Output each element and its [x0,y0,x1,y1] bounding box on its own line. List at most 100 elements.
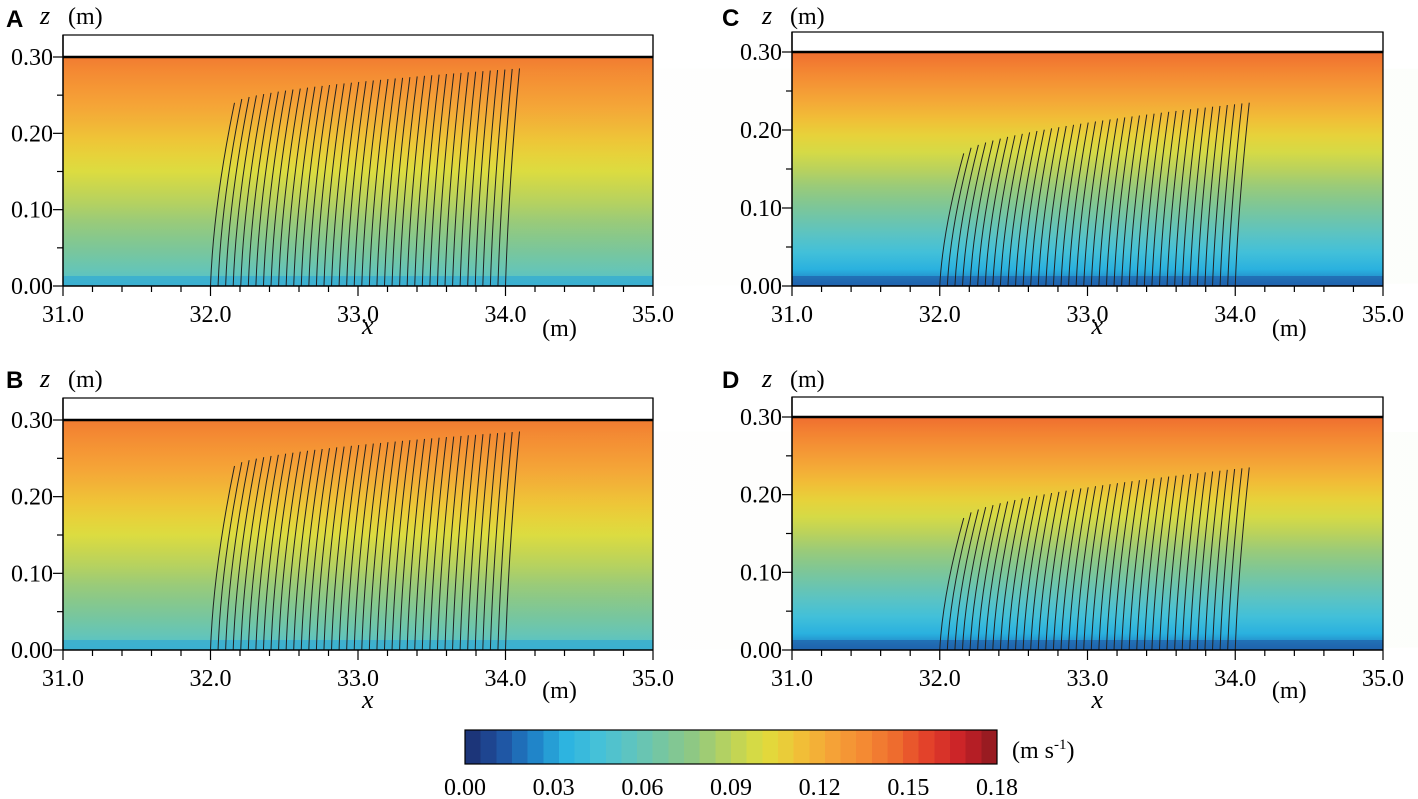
vegetation-stem [255,91,279,287]
vegetation-stem [969,504,994,651]
x-axis-label: x [361,311,374,340]
vegetation-stem [1090,119,1111,287]
colorbar-tick-label: 0.18 [976,775,1018,799]
vegetation-stem [247,455,272,651]
y-axis-unit: (m) [68,367,103,393]
colorbar-unit-close: ) [1067,738,1075,764]
vegetation-stem [1075,486,1097,651]
vegetation-stem [285,450,309,651]
x-tick-label: 32.0 [919,666,961,692]
x-tick-label: 31.0 [42,666,84,692]
vegetation-stem [421,74,440,287]
vegetation-stem [1204,470,1221,651]
vegetation-stem [977,138,1001,287]
vegetation-stem [346,444,367,651]
vegetation-stem [1098,118,1118,287]
vegetation-stem [452,435,469,651]
y-axis-label: z [39,364,50,393]
vegetation-stem [1105,482,1126,651]
vegetation-stem [255,454,279,651]
vegetation-stem [1234,102,1250,287]
vegetation-stem [1158,110,1177,287]
vegetation-stem [270,452,294,651]
x-tick-label: 34.0 [485,302,527,328]
x-axis-label: x [1091,685,1104,714]
vegetation-stem [1022,494,1045,651]
vegetation-stem [946,147,972,287]
vegetation-stem [331,445,352,651]
vegetation-stem [210,102,235,287]
y-axis-label: z [39,1,50,30]
vegetation-stem [1007,496,1031,651]
vegetation-stem [1227,468,1243,651]
colorbar-unit-sup: -1 [1054,737,1067,753]
vegetation-stem [1196,471,1214,651]
vegetation-stem [939,153,965,287]
bed-layer [63,640,653,650]
vegetation-stem [1015,130,1038,287]
vegetation-stem [1030,128,1053,287]
vegetation-stem [1113,481,1133,651]
vegetation-stem [338,81,360,287]
vegetation-stem [1075,121,1097,287]
x-tick-label: 32.0 [190,666,232,692]
y-tick-label: 0.30 [11,45,53,71]
vegetation-stem [1068,487,1089,651]
vegetation-stem [459,71,477,287]
vegetation-stem [436,436,455,651]
vegetation-stem [497,68,513,287]
vegetation-stem [391,77,411,287]
colorbar-tick-label: 0.12 [799,775,841,799]
vegetation-stem [489,432,506,651]
colorbar-tick-label: 0.06 [621,775,663,799]
vegetation-stem [436,73,455,287]
vegetation-stem [232,458,257,651]
vegetation-stem [1030,492,1053,651]
colorbar-unit-main: (m s [1012,738,1054,764]
vegetation-stem [1166,474,1184,651]
vegetation-stem [1128,479,1148,651]
y-tick-label: 0.30 [740,405,782,431]
y-axis-label: z [761,1,772,30]
vegetation-stem [1083,485,1104,651]
y-tick-label: 0.00 [11,638,53,664]
vegetation-stem [954,144,979,287]
x-axis-label: x [361,685,374,714]
panels: 31.0 32.0 33.0 34.0 35.0 0.00 0.10 0.20 0.30 A z (m… [6,1,1418,714]
x-tick-label: 35.0 [1362,666,1404,692]
vegetation-stem [300,448,323,651]
vegetation-stem [505,68,520,287]
y-tick-label: 0.10 [740,196,782,222]
vegetation-stem [969,140,994,287]
vegetation-stem [1015,495,1038,651]
colorbar-tick-label: 0.00 [444,775,486,799]
y-tick-label: 0.00 [740,274,782,300]
x-tick-label: 35.0 [1362,302,1404,328]
panel-letter: A [6,6,23,33]
vegetation-stem [1189,472,1206,651]
colorbar: 0.00 0.03 0.06 0.09 0.12 0.15 0.18 (m s-1) [444,729,1075,799]
x-axis-unit: (m) [1272,316,1307,342]
vegetation-stem [353,80,374,287]
colorbar-ticks: 0.00 0.03 0.06 0.09 0.12 0.15 0.18 [444,775,1018,799]
vegetation-stem [961,507,987,651]
vegetation-stem [505,431,520,651]
vegetation-stem [323,83,345,287]
vegetation-stem [459,434,477,651]
y-axis-unit: (m) [790,4,825,30]
vegetation-stem [1151,476,1170,651]
x-tick-label: 31.0 [771,302,813,328]
vegetation-stem [1212,469,1228,651]
vegetation-stem [1128,114,1148,287]
vegetation-stem [992,135,1016,287]
vegetation-stem [497,431,513,651]
vegetation-stem [1121,480,1140,651]
y-tick-label: 0.20 [740,118,782,144]
vegetation-stem [1105,117,1126,287]
vegetation-stem [225,460,250,651]
y-tick-label: 0.10 [740,560,782,586]
vegetation-stem [939,517,965,651]
x-axis-unit: (m) [542,678,577,704]
vegetation-stem [368,442,389,651]
vegetation-stem [262,90,287,287]
